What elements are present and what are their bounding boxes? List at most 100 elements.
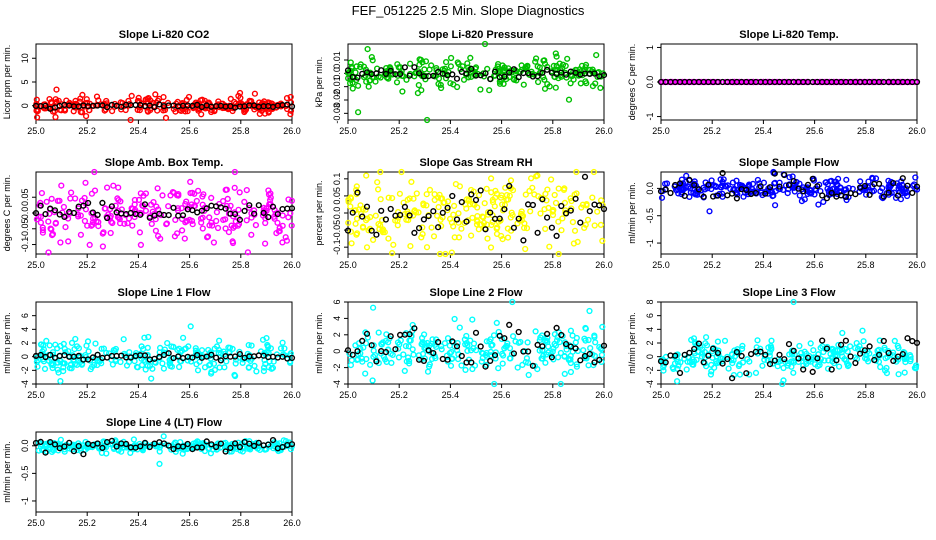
point-current [558, 69, 565, 76]
point-all [206, 214, 213, 221]
point-current [553, 324, 560, 332]
point-all [557, 349, 565, 357]
point-current [842, 337, 850, 344]
point-all [590, 168, 598, 176]
y-tick-label: -4 [20, 380, 30, 388]
point-current [194, 101, 201, 109]
x-tick-label: 25.6 [806, 260, 824, 270]
point-all [224, 195, 231, 203]
point-all [352, 220, 359, 227]
point-all [810, 347, 817, 354]
point-current [51, 207, 59, 214]
point-all [583, 201, 590, 208]
point-current [279, 206, 286, 213]
point-all [488, 342, 495, 349]
point-current [904, 335, 911, 342]
point-all [71, 195, 79, 202]
point-all [581, 335, 588, 342]
point-all [837, 184, 844, 192]
point-all [405, 343, 412, 350]
point-all [495, 218, 502, 225]
point-all [395, 354, 403, 361]
x-tick-label: 25.2 [703, 126, 721, 136]
point-all [418, 87, 425, 94]
point-all [478, 358, 485, 365]
y-axis-label: Licor ppm per min. [2, 45, 12, 120]
point-all [72, 97, 79, 105]
point-all [418, 340, 426, 348]
point-all [554, 354, 562, 361]
point-current [179, 212, 187, 219]
point-all [415, 81, 422, 89]
point-all [428, 224, 435, 231]
point-current [482, 363, 489, 370]
point-current [236, 351, 244, 358]
point-all [725, 365, 732, 372]
point-all [154, 185, 161, 192]
point-all [489, 196, 496, 204]
point-all [187, 323, 194, 330]
point-current [534, 229, 541, 236]
point-all [347, 80, 354, 87]
y-tick-label: 6 [20, 313, 30, 318]
point-all [786, 174, 793, 181]
point-current [904, 182, 911, 189]
point-all [549, 208, 556, 215]
point-current [548, 224, 556, 231]
point-all [394, 222, 401, 229]
point-all [490, 332, 498, 339]
point-all [845, 361, 852, 369]
x-tick-label: 25.2 [78, 126, 96, 136]
point-current [401, 64, 409, 71]
point-all [448, 54, 455, 62]
x-tick-label: 25.4 [755, 390, 773, 400]
point-all [500, 352, 507, 359]
point-all [390, 241, 397, 248]
point-current [795, 355, 802, 362]
point-current [866, 343, 873, 350]
point-current [572, 345, 579, 352]
point-all [555, 218, 562, 225]
point-all [807, 340, 814, 347]
point-current [662, 359, 669, 366]
point-all [681, 355, 688, 362]
point-all [433, 343, 440, 351]
point-all [279, 212, 286, 219]
point-all [364, 334, 372, 341]
point-current [719, 170, 726, 177]
point-all [469, 214, 476, 221]
x-tick-label: 25.6 [181, 518, 199, 528]
point-current [406, 331, 413, 338]
point-all [146, 362, 154, 370]
point-current [510, 350, 518, 357]
point-current [208, 351, 215, 358]
point-current [743, 186, 750, 194]
point-current [875, 351, 883, 358]
point-all [408, 178, 415, 186]
point-all [429, 336, 436, 343]
point-current [506, 321, 513, 329]
point-all [438, 222, 445, 230]
x-tick-label: 25.6 [806, 126, 824, 136]
point-all [739, 342, 746, 350]
point-all [447, 362, 455, 369]
point-current [42, 211, 49, 218]
point-current [491, 68, 499, 75]
point-current [378, 207, 385, 214]
point-all [39, 229, 47, 236]
point-all [385, 235, 392, 242]
point-all [462, 366, 469, 374]
point-all [771, 179, 779, 186]
point-all [491, 380, 498, 388]
y-tick-label: -2 [332, 364, 342, 372]
point-all [175, 192, 182, 199]
point-all [859, 327, 866, 334]
point-current [577, 219, 584, 226]
point-all [539, 347, 546, 354]
point-current [269, 203, 277, 210]
point-all [493, 225, 500, 232]
x-tick-label: 26.0 [595, 260, 613, 270]
point-all [195, 187, 202, 194]
point-all [120, 336, 127, 343]
point-all [213, 217, 220, 225]
